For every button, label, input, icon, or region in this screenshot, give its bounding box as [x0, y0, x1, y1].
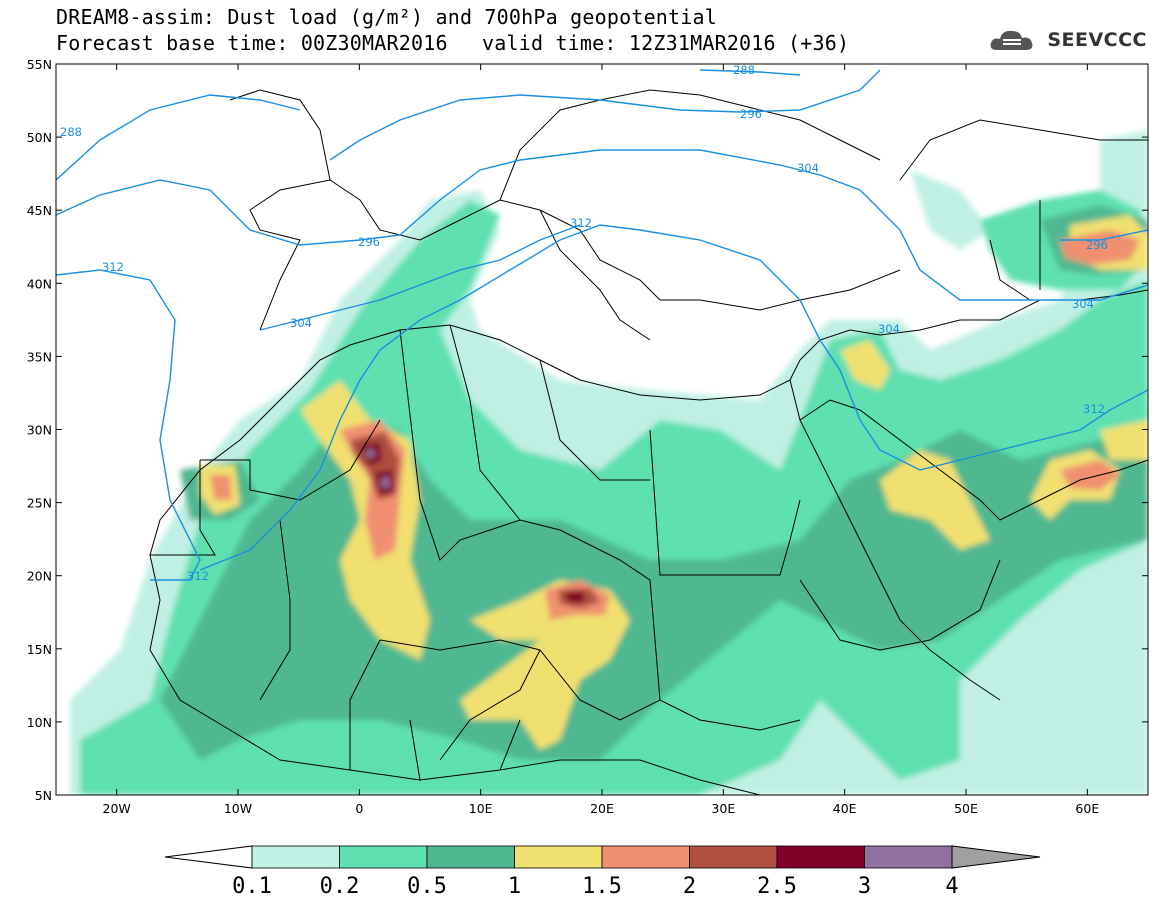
colorbar-label: 2 [683, 874, 696, 899]
map-frame-content: 288 296 304 312 288 296 304 312 296 304 … [56, 63, 1148, 795]
lon-label: 30E [711, 801, 735, 816]
lat-label: 10N [27, 715, 52, 730]
colorbar-label: 0.5 [407, 874, 447, 899]
seevccc-logo: SEEVCCC [989, 26, 1147, 54]
lat-label: 25N [27, 496, 52, 511]
latitude-axis: 55N 50N 45N 40N 35N 30N 25N 20N 15N 10N 5N [27, 57, 1148, 803]
forecast-base-time: Forecast base time: 00Z30MAR2016 [56, 31, 448, 55]
contour-label: 304 [1072, 297, 1094, 311]
logo-text: SEEVCCC [1047, 29, 1147, 51]
colorbar-over-arrow [951, 845, 1041, 869]
lat-label: 35N [27, 349, 52, 364]
colorbar-swatch [339, 845, 428, 869]
colorbar-swatch [601, 845, 690, 869]
lat-label: 55N [27, 57, 52, 72]
lon-label: 60E [1075, 801, 1099, 816]
lon-label: 0 [355, 801, 363, 816]
lon-label: 10W [224, 801, 252, 816]
lon-label: 40E [833, 801, 857, 816]
colorbar-swatch [514, 845, 603, 869]
contour-label: 304 [290, 316, 312, 330]
contour-label: 296 [1086, 238, 1108, 252]
coastlines [149, 89, 1148, 795]
colorbar-swatch [426, 845, 515, 869]
colorbar-swatch [776, 845, 865, 869]
contour-label: 312 [187, 569, 209, 583]
contour-label: 288 [60, 125, 82, 139]
longitude-axis: 20W 10W 0 10E 20E 30E 40E 50E 60E [103, 64, 1099, 816]
contour-labels: 288 296 304 312 288 296 304 312 296 304 … [60, 63, 1108, 583]
contour-label: 312 [570, 216, 592, 230]
colorbar-swatch [251, 845, 340, 869]
colorbar-label: 0.2 [320, 874, 360, 899]
colorbar-label: 1 [508, 874, 521, 899]
lon-label: 20W [103, 801, 131, 816]
lat-label: 5N [35, 788, 52, 803]
colorbar-label: 3 [858, 874, 871, 899]
colorbar-label: 4 [945, 874, 958, 899]
colorbar-label: 2.5 [757, 874, 797, 899]
map-title: DREAM8-assim: Dust load (g/m²) and 700hP… [56, 5, 718, 29]
geopotential-contours [56, 69, 1148, 581]
lat-label: 20N [27, 569, 52, 584]
dust-load-field [70, 130, 1148, 795]
colorbar-swatch [864, 845, 953, 869]
lat-label: 40N [27, 276, 52, 291]
contour-label: 288 [733, 63, 755, 77]
lat-label: 30N [27, 423, 52, 438]
valid-time: valid time: 12Z31MAR2016 (+36) [482, 31, 850, 55]
colorbar: 0.1 0.2 0.5 1 1.5 2 2.5 3 4 [164, 845, 1041, 899]
contour-label: 296 [740, 107, 762, 121]
colorbar-under-arrow [164, 845, 253, 869]
contour-label: 312 [1083, 402, 1105, 416]
cloud-logo-icon [990, 30, 1033, 50]
lat-label: 50N [27, 130, 52, 145]
colorbar-label: 0.1 [232, 874, 272, 899]
contour-label: 312 [102, 260, 124, 274]
lon-label: 50E [954, 801, 978, 816]
colorbar-label: 1.5 [582, 874, 622, 899]
colorbar-swatch [689, 845, 778, 869]
contour-label: 304 [878, 322, 900, 336]
lon-label: 20E [590, 801, 614, 816]
lon-label: 10E [469, 801, 493, 816]
contour-label: 296 [358, 235, 380, 249]
lat-label: 15N [27, 642, 52, 657]
contour-label: 304 [797, 161, 819, 175]
lat-label: 45N [27, 203, 52, 218]
